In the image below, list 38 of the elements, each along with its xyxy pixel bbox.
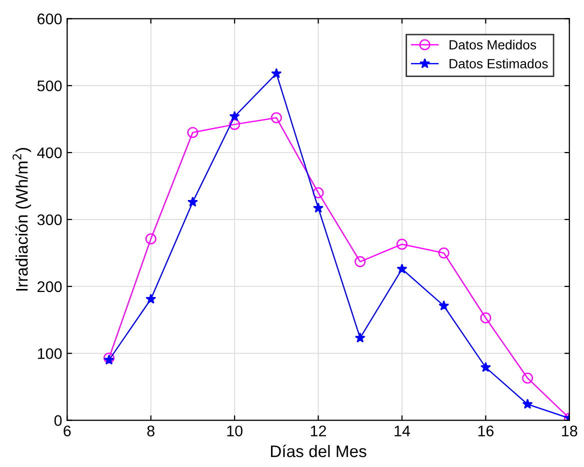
point — [187, 196, 198, 207]
y-tick-label: 200 — [38, 281, 62, 292]
x-tick-label: 6 — [64, 426, 71, 436]
point — [522, 398, 533, 409]
point — [438, 247, 450, 258]
legend-label: Datos Medidos — [450, 40, 536, 50]
point — [522, 372, 534, 384]
point — [146, 294, 156, 304]
x-tick-label: 18 — [562, 426, 578, 436]
point — [312, 187, 324, 198]
y-tick-label: 0 — [54, 415, 62, 426]
point — [480, 312, 492, 324]
point — [271, 68, 282, 78]
point — [187, 126, 198, 138]
point — [354, 332, 366, 343]
point — [480, 362, 491, 372]
x-tick-label: 12 — [310, 426, 326, 436]
point — [229, 118, 240, 130]
point — [396, 238, 408, 250]
y-tick-label: 400 — [37, 147, 62, 158]
point — [270, 112, 282, 124]
y-tick-label: 100 — [38, 348, 62, 360]
x-tick-label: 8 — [147, 426, 154, 436]
y-tick-label: 300 — [37, 214, 62, 226]
x-tick-label: 10 — [227, 426, 242, 436]
point — [229, 110, 240, 121]
y-axis-title: Irradiación (Wh/m$^{2}$) — [12, 148, 32, 291]
point — [438, 300, 450, 310]
legend-label: Datos Estimados — [450, 58, 548, 68]
y-tick-label: 500 — [37, 80, 62, 92]
point — [354, 256, 366, 268]
y-tick-label: 600 — [38, 14, 62, 24]
point — [145, 233, 156, 244]
x-axis-title: Días del Mes — [271, 444, 366, 458]
x-tick-label: 16 — [478, 426, 494, 436]
point — [396, 264, 408, 274]
point — [313, 202, 324, 213]
x-tick-label: 14 — [394, 426, 410, 436]
